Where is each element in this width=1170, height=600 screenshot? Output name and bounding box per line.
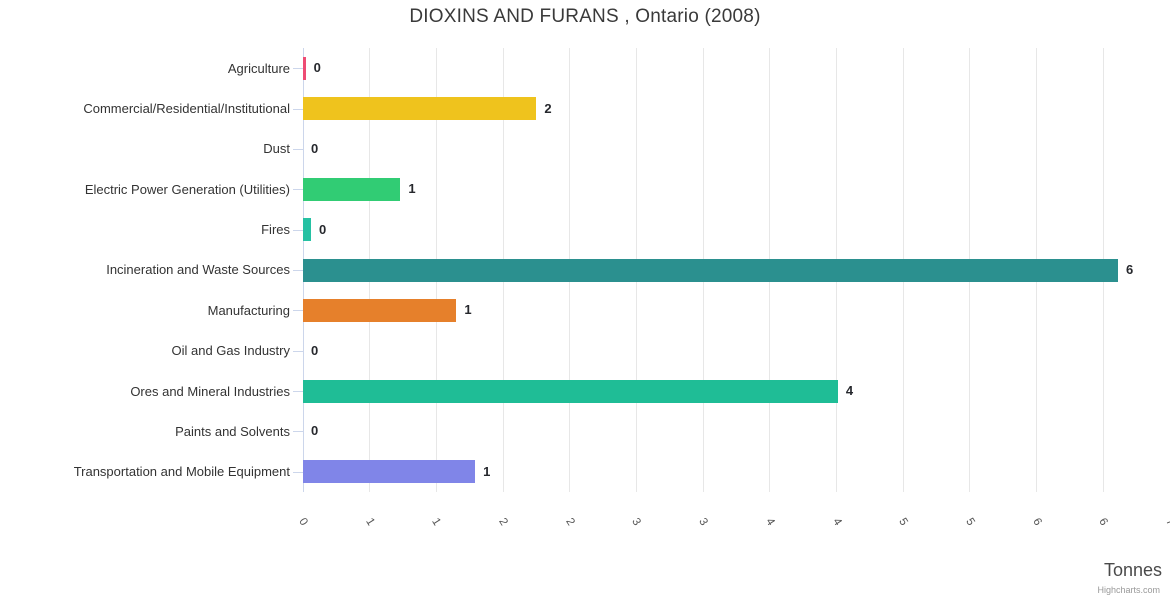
y-tick: [293, 270, 303, 271]
x-tick-label: 4: [763, 516, 777, 528]
data-label: 1: [408, 181, 416, 197]
x-tick-label: 2: [562, 516, 577, 528]
category-label: Paints and Solvents: [175, 423, 290, 439]
category-label: Incineration and Waste Sources: [106, 262, 290, 278]
y-tick: [293, 230, 303, 231]
y-tick: [293, 351, 303, 352]
y-tick: [293, 189, 303, 190]
x-tick-label: 4: [829, 516, 844, 528]
category-label: Oil and Gas Industry: [171, 343, 291, 359]
data-label: 0: [319, 221, 327, 237]
category-label: Manufacturing: [207, 302, 290, 318]
plot-area: 0 2 0 1 0 6 1 0 4 0 1: [303, 48, 1170, 492]
data-label: 4: [845, 383, 854, 399]
y-tick: [293, 431, 303, 432]
category-label: Fires: [261, 222, 290, 238]
bar[interactable]: [303, 379, 838, 403]
y-tick: [293, 68, 303, 69]
highcharts-credit-link[interactable]: Highcharts.com: [1097, 585, 1160, 595]
x-tick-label: 6: [1096, 516, 1111, 528]
x-tick-label: 2: [496, 516, 510, 528]
x-tick-label: 3: [629, 516, 644, 528]
category-label: Ores and Mineral Industries: [130, 383, 290, 399]
chart-title: DIOXINS AND FURANS , Ontario (2008): [409, 6, 761, 27]
category-label: Commercial/Residential/Institutional: [83, 101, 290, 117]
bar[interactable]: [303, 258, 1118, 282]
x-axis-tick-labels: 0 1 1 2 2 3 3 4 4 5 5 6 6 7: [296, 492, 1170, 572]
y-axis-category-labels: Agriculture Commercial/Residential/Instit…: [0, 48, 303, 492]
data-label: 1: [464, 302, 472, 318]
data-label: 2: [544, 100, 552, 116]
x-tick-label: 7: [1163, 516, 1170, 528]
bar[interactable]: [303, 97, 537, 121]
x-tick-label: 1: [362, 516, 377, 528]
bar[interactable]: [303, 56, 306, 80]
data-label: 1: [483, 463, 491, 479]
y-tick: [293, 310, 303, 311]
bar[interactable]: [303, 218, 311, 242]
x-tick-label: 3: [696, 516, 710, 528]
category-label: Agriculture: [227, 60, 290, 76]
x-axis-title: Tonnes: [1103, 560, 1162, 580]
data-label: 0: [311, 423, 319, 439]
data-label: 0: [311, 140, 319, 156]
x-tick-label: 1: [429, 516, 444, 528]
bar[interactable]: [303, 298, 457, 322]
bar[interactable]: [303, 460, 476, 484]
x-tick-label: 6: [1029, 516, 1044, 528]
data-label: 6: [1125, 262, 1134, 277]
data-label: 0: [313, 60, 321, 76]
category-label: Dust: [263, 141, 290, 157]
y-tick: [293, 472, 303, 473]
bar[interactable]: [303, 177, 401, 201]
data-label: 0: [311, 342, 319, 358]
x-tick-label: 5: [963, 516, 977, 528]
y-tick: [293, 391, 303, 392]
y-tick: [293, 149, 303, 150]
x-tick-label: 0: [296, 516, 310, 528]
category-label: Transportation and Mobile Equipment: [73, 464, 290, 480]
y-tick: [293, 109, 303, 110]
x-tick-label: 5: [896, 516, 911, 528]
category-label: Electric Power Generation (Utilities): [84, 181, 290, 197]
